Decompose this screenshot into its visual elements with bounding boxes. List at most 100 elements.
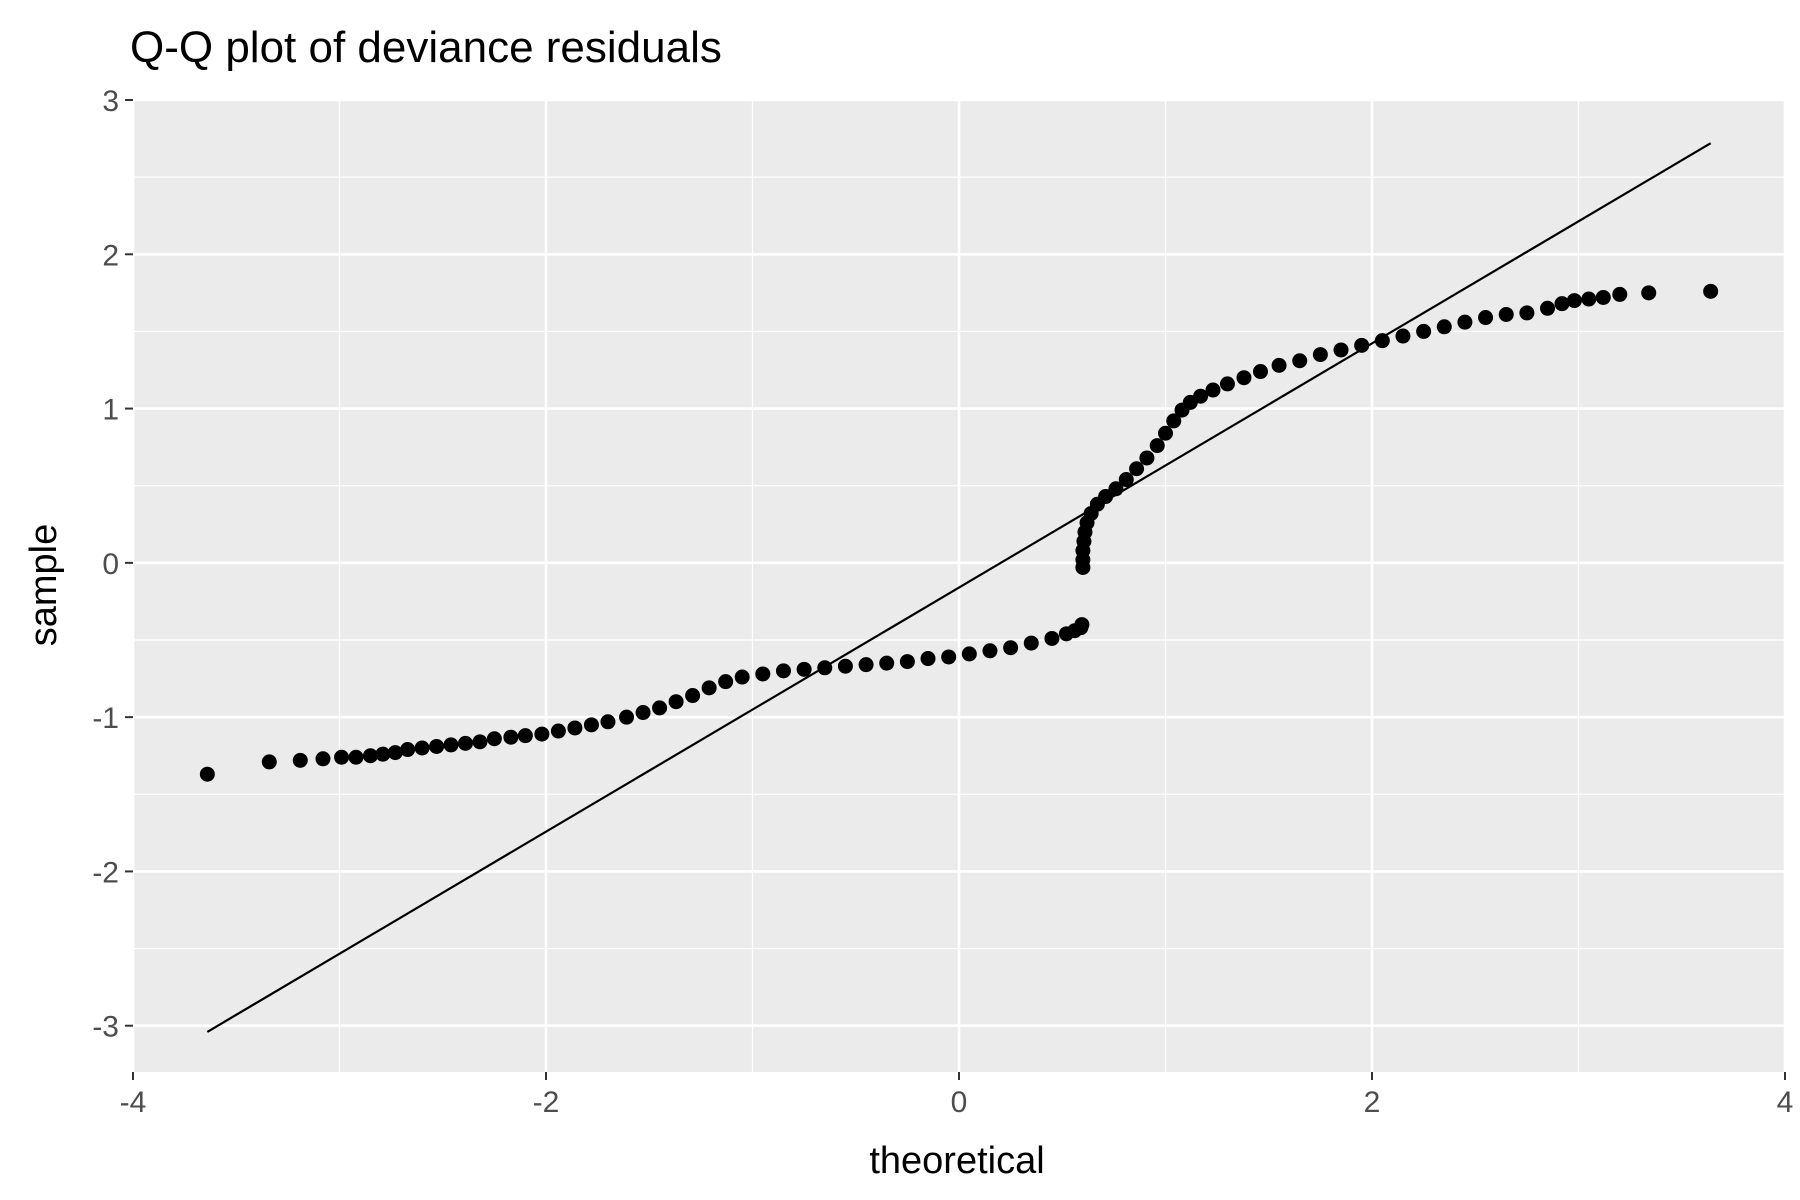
data-point (635, 705, 651, 721)
data-point (1003, 640, 1019, 656)
y-tick-label: -1 (92, 702, 119, 735)
data-point (362, 748, 378, 764)
data-point (858, 657, 874, 673)
data-point (1354, 337, 1370, 353)
data-point (1108, 481, 1124, 497)
data-point (796, 661, 812, 677)
reference-line (206, 142, 1712, 1033)
data-point (1158, 425, 1173, 441)
data-point (982, 643, 998, 659)
data-point (517, 728, 533, 744)
data-point (315, 751, 331, 767)
data-point (899, 654, 915, 670)
data-point (1166, 413, 1182, 429)
x-tick-label: 0 (951, 1086, 968, 1119)
data-point (472, 734, 488, 750)
data-point (486, 731, 502, 747)
data-point (1044, 630, 1060, 646)
data-point (567, 720, 583, 736)
data-point (941, 649, 957, 665)
y-tick-label: -2 (92, 856, 119, 889)
x-axis: -4 -2 0 2 4 (120, 1072, 1794, 1119)
data-point (1395, 328, 1411, 344)
x-tick-label: -4 (120, 1086, 147, 1119)
data-point (400, 742, 416, 758)
data-point (652, 700, 668, 716)
major-gridlines (131, 98, 1787, 1072)
data-point (1540, 300, 1556, 316)
data-point (1641, 285, 1657, 301)
data-point (1554, 296, 1570, 312)
data-point (734, 669, 750, 685)
chart-title: Q-Q plot of deviance residuals (130, 23, 722, 72)
data-point (619, 709, 635, 725)
data-point (457, 735, 473, 751)
data-point (1581, 291, 1597, 307)
data-point (199, 766, 215, 782)
y-tick-label: 0 (102, 548, 119, 581)
data-point (1205, 382, 1221, 398)
data-point (387, 745, 403, 761)
data-point (837, 658, 853, 674)
data-point (1149, 438, 1165, 454)
data-point (1139, 450, 1155, 466)
data-point (1219, 376, 1235, 392)
data-point (1436, 319, 1452, 335)
data-point (414, 740, 430, 756)
data-point (1333, 342, 1349, 358)
data-point (775, 663, 791, 679)
data-point (685, 688, 701, 704)
data-point (443, 737, 459, 753)
data-point (1118, 472, 1134, 488)
x-axis-title: theoretical (869, 1140, 1044, 1182)
data-point (1519, 305, 1535, 321)
data-point (701, 680, 717, 696)
data-point (292, 752, 308, 768)
data-point (879, 655, 895, 671)
data-point (1074, 617, 1090, 633)
data-point (1498, 306, 1514, 322)
data-point (1023, 635, 1039, 651)
y-tick-label: 1 (102, 394, 119, 427)
x-tick-label: 4 (1777, 1086, 1794, 1119)
data-point (718, 674, 734, 690)
data-point (1292, 353, 1308, 369)
data-point (1566, 293, 1582, 309)
data-point (1416, 323, 1432, 339)
data-point (1098, 489, 1114, 505)
data-point (1271, 357, 1287, 373)
data-point (600, 714, 616, 730)
y-axis-title: sample (23, 524, 65, 647)
x-tick-label: 2 (1364, 1086, 1381, 1119)
data-point (1703, 283, 1719, 299)
data-point (1312, 347, 1328, 363)
data-point (583, 717, 599, 733)
data-point (1478, 310, 1494, 326)
data-point (334, 749, 350, 765)
data-point (1595, 289, 1611, 305)
data-point (348, 749, 364, 765)
data-point (755, 666, 771, 682)
data-point (375, 746, 391, 762)
sample-points (199, 283, 1719, 782)
y-tick-label: 3 (102, 85, 119, 118)
data-point (1193, 388, 1209, 404)
data-point (429, 738, 445, 754)
data-point (1612, 286, 1628, 302)
x-tick-label: -2 (533, 1086, 560, 1119)
data-point (1252, 364, 1268, 380)
data-point (668, 694, 684, 710)
y-tick-label: 2 (102, 239, 119, 272)
data-point (1236, 370, 1252, 386)
data-point (261, 754, 277, 770)
data-point (534, 726, 550, 742)
data-point (920, 651, 936, 667)
y-tick-label: -3 (92, 1011, 119, 1044)
data-point (817, 660, 833, 676)
data-point (550, 723, 566, 739)
data-point (1129, 461, 1145, 477)
data-point (503, 729, 519, 745)
data-point (961, 646, 977, 662)
data-point (1374, 333, 1390, 349)
